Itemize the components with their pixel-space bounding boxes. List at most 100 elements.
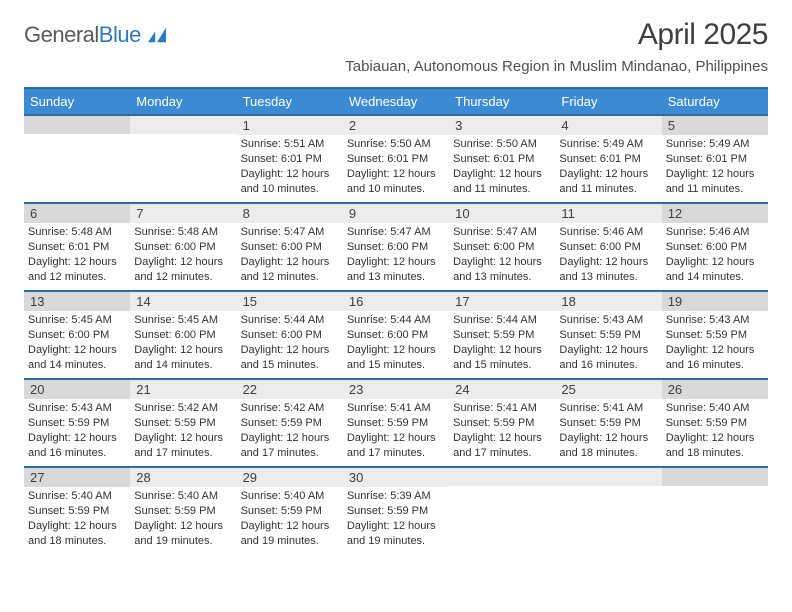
day-detail-line: Sunrise: 5:48 AM	[134, 225, 232, 240]
day-details: Sunrise: 5:43 AMSunset: 5:59 PMDaylight:…	[662, 311, 768, 376]
day-detail-line: Daylight: 12 hours	[347, 431, 445, 446]
day-detail-line: Sunrise: 5:46 AM	[559, 225, 657, 240]
day-detail-line: Daylight: 12 hours	[347, 519, 445, 534]
calendar-day-cell: 24Sunrise: 5:41 AMSunset: 5:59 PMDayligh…	[449, 379, 555, 467]
day-detail-line: Daylight: 12 hours	[28, 519, 126, 534]
day-number: 6	[24, 204, 130, 223]
calendar-day-cell: 29Sunrise: 5:40 AMSunset: 5:59 PMDayligh…	[237, 467, 343, 555]
calendar-week-row: 6 Sunrise: 5:48 AM Sunset: 6:01 PM Daylight…	[24, 203, 768, 291]
day-number: 28	[130, 468, 236, 487]
calendar-day-cell: 14Sunrise: 5:45 AMSunset: 6:00 PMDayligh…	[130, 291, 236, 379]
day-detail-line: Sunrise: 5:39 AM	[347, 489, 445, 504]
calendar-week-row: 20Sunrise: 5:43 AMSunset: 5:59 PMDayligh…	[24, 379, 768, 467]
day-detail-line: Sunset: 6:00 PM	[28, 328, 126, 343]
day-number: 27	[24, 468, 130, 487]
day-details: Sunrise: 5:46 AMSunset: 6:00 PMDaylight:…	[662, 223, 768, 288]
calendar-day-cell: 28Sunrise: 5:40 AMSunset: 5:59 PMDayligh…	[130, 467, 236, 555]
day-number: 9	[343, 204, 449, 223]
day-detail-line: and 12 minutes.	[134, 270, 232, 285]
calendar-day-cell: 17Sunrise: 5:44 AMSunset: 5:59 PMDayligh…	[449, 291, 555, 379]
calendar-day-cell: 18Sunrise: 5:43 AMSunset: 5:59 PMDayligh…	[555, 291, 661, 379]
calendar-week-row: 1Sunrise: 5:51 AMSunset: 6:01 PMDaylight…	[24, 115, 768, 203]
day-detail-line: Daylight: 12 hours	[134, 255, 232, 270]
day-detail-line: Sunrise: 5:42 AM	[134, 401, 232, 416]
day-detail-line: Sunrise: 5:51 AM	[241, 137, 339, 152]
calendar-empty-cell	[24, 115, 130, 203]
day-detail-line: and 13 minutes.	[559, 270, 657, 285]
day-detail-line: and 18 minutes.	[28, 534, 126, 549]
day-details: Sunrise: 5:49 AMSunset: 6:01 PMDaylight:…	[555, 135, 661, 200]
day-details	[130, 134, 236, 140]
day-number: 21	[130, 380, 236, 399]
day-detail-line: Sunset: 6:01 PM	[453, 152, 551, 167]
calendar-day-cell: 27Sunrise: 5:40 AMSunset: 5:59 PMDayligh…	[24, 467, 130, 555]
day-detail-line: Sunset: 6:01 PM	[28, 240, 126, 255]
day-detail-line: and 18 minutes.	[666, 446, 764, 461]
day-details: Sunrise: 5:47 AMSunset: 6:00 PMDaylight:…	[237, 223, 343, 288]
calendar-day-cell: 10Sunrise: 5:47 AMSunset: 6:00 PMDayligh…	[449, 203, 555, 291]
day-detail-line: and 10 minutes.	[241, 182, 339, 197]
day-details: Sunrise: 5:41 AMSunset: 5:59 PMDaylight:…	[555, 399, 661, 464]
day-detail-line: and 11 minutes.	[453, 182, 551, 197]
day-detail-line: Sunset: 6:00 PM	[347, 328, 445, 343]
day-detail-line: Sunset: 6:01 PM	[241, 152, 339, 167]
day-detail-line: Sunrise: 5:44 AM	[241, 313, 339, 328]
day-number	[662, 468, 768, 486]
day-detail-line: Sunset: 5:59 PM	[347, 416, 445, 431]
day-detail-line: and 16 minutes.	[666, 358, 764, 373]
day-number: 1	[237, 116, 343, 135]
day-details: Sunrise: 5:50 AMSunset: 6:01 PMDaylight:…	[449, 135, 555, 200]
day-detail-line: Sunset: 5:59 PM	[134, 416, 232, 431]
day-detail-line: Sunset: 6:01 PM	[347, 152, 445, 167]
day-detail-line: Sunset: 5:59 PM	[453, 416, 551, 431]
weekday-header: Friday	[555, 88, 661, 115]
day-detail-line: and 10 minutes.	[347, 182, 445, 197]
day-number: 18	[555, 292, 661, 311]
day-detail-line: Daylight: 12 hours	[347, 255, 445, 270]
header: GeneralBlue April 2025 Tabiauan, Autonom…	[24, 18, 768, 83]
day-detail-line: and 17 minutes.	[347, 446, 445, 461]
day-number: 10	[449, 204, 555, 223]
day-details: Sunrise: 5:44 AMSunset: 6:00 PMDaylight:…	[343, 311, 449, 376]
day-detail-line: Daylight: 12 hours	[347, 167, 445, 182]
day-detail-line: Sunrise: 5:40 AM	[666, 401, 764, 416]
day-detail-line: Daylight: 12 hours	[28, 431, 126, 446]
day-details: Sunrise: 5:40 AMSunset: 5:59 PMDaylight:…	[662, 399, 768, 464]
day-number: 19	[662, 292, 768, 311]
day-detail-line: Sunrise: 5:45 AM	[134, 313, 232, 328]
day-detail-line: and 19 minutes.	[347, 534, 445, 549]
day-detail-line: Sunset: 5:59 PM	[559, 328, 657, 343]
day-detail-line: Daylight: 12 hours	[559, 343, 657, 358]
day-detail-line: Daylight: 12 hours	[134, 431, 232, 446]
day-number	[130, 116, 236, 134]
day-number: 2	[343, 116, 449, 135]
day-detail-line: Sunrise: 5:47 AM	[347, 225, 445, 240]
day-number: 15	[237, 292, 343, 311]
day-detail-line: Sunset: 6:00 PM	[347, 240, 445, 255]
page: GeneralBlue April 2025 Tabiauan, Autonom…	[0, 0, 792, 565]
day-detail-line: Daylight: 12 hours	[453, 255, 551, 270]
day-detail-line: and 16 minutes.	[559, 358, 657, 373]
day-detail-line: and 12 minutes.	[241, 270, 339, 285]
day-detail-line: Sunrise: 5:41 AM	[453, 401, 551, 416]
day-detail-line: Sunrise: 5:47 AM	[453, 225, 551, 240]
day-detail-line: and 19 minutes.	[134, 534, 232, 549]
day-detail-line: Sunset: 5:59 PM	[28, 416, 126, 431]
day-details: Sunrise: 5:43 AMSunset: 5:59 PMDaylight:…	[555, 311, 661, 376]
calendar-week-row: 27Sunrise: 5:40 AMSunset: 5:59 PMDayligh…	[24, 467, 768, 555]
day-detail-line: Sunrise: 5:44 AM	[453, 313, 551, 328]
day-detail-line: Daylight: 12 hours	[241, 431, 339, 446]
day-number: 25	[555, 380, 661, 399]
day-detail-line: Sunset: 5:59 PM	[453, 328, 551, 343]
calendar-day-cell: 2Sunrise: 5:50 AMSunset: 6:01 PMDaylight…	[343, 115, 449, 203]
day-detail-line: and 12 minutes.	[28, 270, 126, 285]
calendar-day-cell: 13Sunrise: 5:45 AMSunset: 6:00 PMDayligh…	[24, 291, 130, 379]
day-detail-line: Sunrise: 5:40 AM	[134, 489, 232, 504]
day-detail-line: and 15 minutes.	[453, 358, 551, 373]
day-detail-line: and 16 minutes.	[28, 446, 126, 461]
day-details: Sunrise: 5:45 AMSunset: 6:00 PMDaylight:…	[130, 311, 236, 376]
weekday-header: Monday	[130, 88, 236, 115]
day-number: 23	[343, 380, 449, 399]
day-details	[555, 486, 661, 492]
calendar-day-cell: 23Sunrise: 5:41 AMSunset: 5:59 PMDayligh…	[343, 379, 449, 467]
